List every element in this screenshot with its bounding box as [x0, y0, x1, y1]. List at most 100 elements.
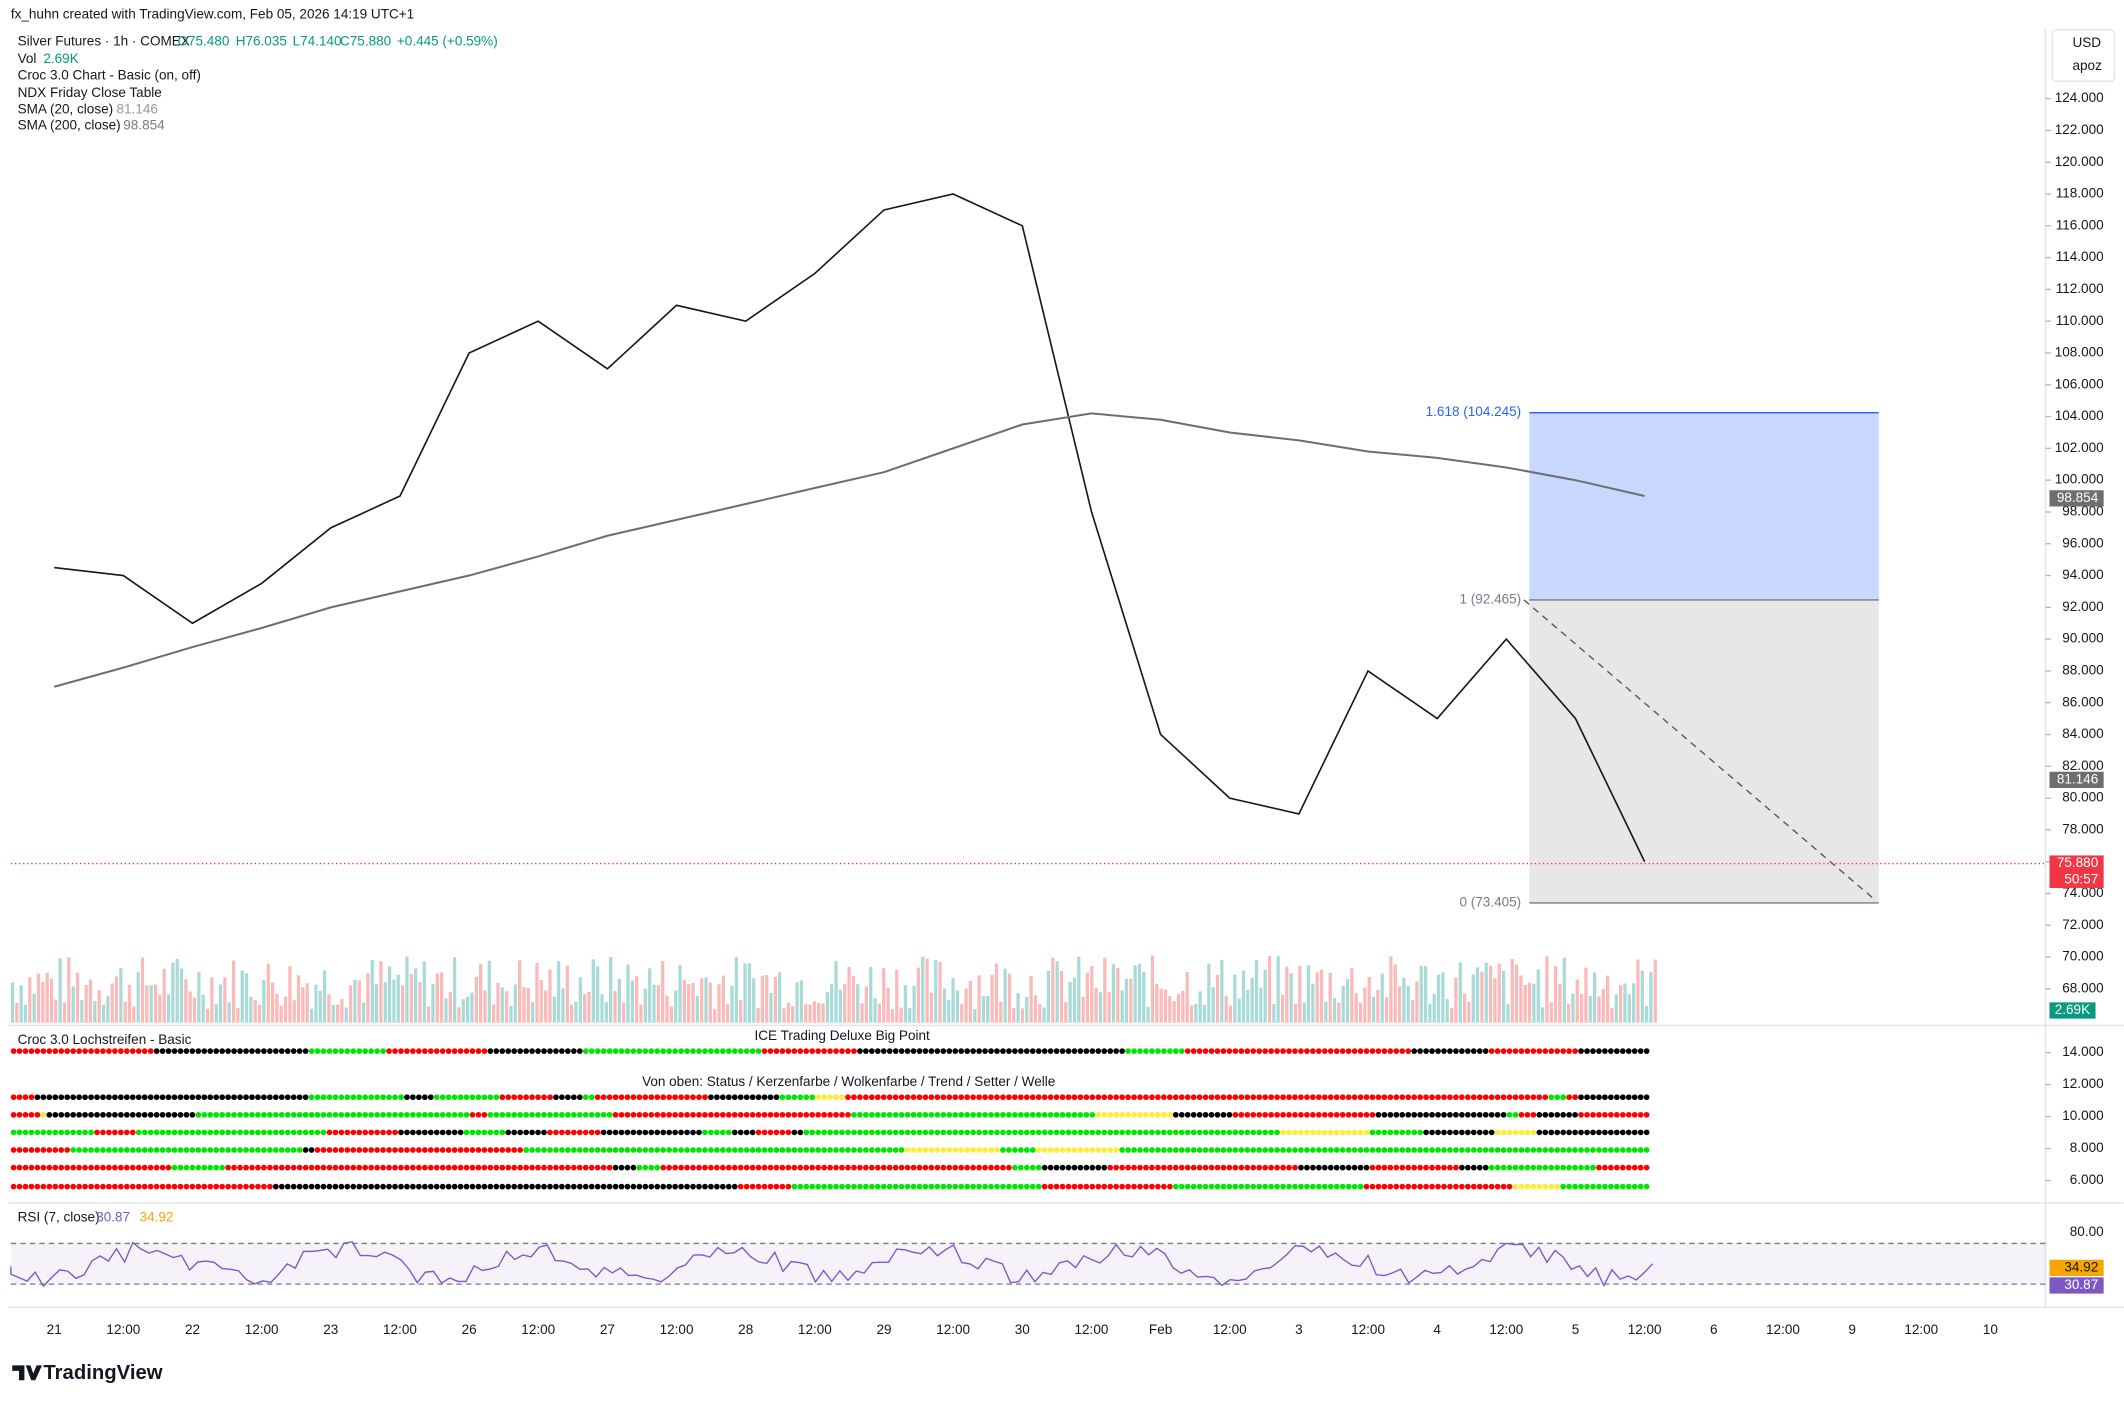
- volume-texture: [570, 1004, 574, 1023]
- state-dot: [1208, 1094, 1215, 1101]
- state-dot: [22, 1111, 29, 1118]
- state-dot: [1393, 1183, 1400, 1190]
- volume-texture: [318, 990, 322, 1023]
- state-dot: [1196, 1164, 1203, 1171]
- state-dot: [1137, 1147, 1143, 1153]
- state-dot: [362, 1164, 369, 1171]
- state-dot: [177, 1111, 184, 1118]
- state-dot: [940, 1129, 947, 1136]
- state-dot: [237, 1094, 243, 1101]
- state-dot: [588, 1183, 595, 1190]
- state-dot: [195, 1111, 202, 1118]
- state-dot: [743, 1048, 750, 1054]
- state-dot: [600, 1147, 607, 1153]
- state-dot: [547, 1111, 553, 1118]
- state-dot: [666, 1048, 673, 1054]
- state-dot: [1321, 1183, 1328, 1190]
- state-dot: [880, 1129, 887, 1136]
- state-dot: [213, 1094, 220, 1101]
- state-dot: [606, 1048, 613, 1054]
- state-dot: [1608, 1048, 1614, 1054]
- state-dot: [1220, 1048, 1227, 1054]
- state-dot: [1482, 1111, 1489, 1118]
- state-dot: [1429, 1164, 1435, 1171]
- volume-texture: [1467, 1001, 1471, 1023]
- state-dot: [672, 1147, 678, 1153]
- state-dot: [1321, 1129, 1328, 1136]
- state-dot: [779, 1094, 786, 1101]
- state-dot: [314, 1164, 321, 1171]
- state-dot: [278, 1094, 285, 1101]
- state-dot: [636, 1111, 643, 1118]
- state-dot: [493, 1164, 500, 1171]
- currency-box[interactable]: [2051, 29, 2116, 82]
- state-dot: [82, 1164, 88, 1171]
- state-dot: [147, 1094, 154, 1101]
- state-dot: [499, 1048, 506, 1054]
- state-dot: [570, 1094, 577, 1101]
- state-dot: [368, 1111, 375, 1118]
- state-dot: [970, 1164, 976, 1171]
- state-dot: [439, 1129, 446, 1136]
- state-dot: [344, 1048, 351, 1054]
- state-dot: [1524, 1048, 1531, 1054]
- axis-badge: [2049, 490, 2104, 507]
- state-dot: [1375, 1183, 1382, 1190]
- state-dot: [1250, 1129, 1257, 1136]
- state-dot: [1202, 1164, 1209, 1171]
- state-dot: [1613, 1164, 1620, 1171]
- state-dot: [225, 1111, 231, 1118]
- state-dot: [1089, 1147, 1096, 1153]
- state-dot: [261, 1164, 267, 1171]
- state-dot: [839, 1048, 845, 1054]
- state-dot: [272, 1111, 279, 1118]
- state-dot: [785, 1164, 792, 1171]
- state-dot: [642, 1147, 649, 1153]
- state-dot: [1548, 1147, 1555, 1153]
- state-dot: [779, 1111, 786, 1118]
- state-dot: [469, 1094, 476, 1101]
- volume-texture: [1324, 1001, 1328, 1023]
- state-dot: [1345, 1183, 1352, 1190]
- state-dot: [916, 1094, 923, 1101]
- state-dot: [76, 1111, 82, 1118]
- state-dot: [1047, 1147, 1054, 1153]
- state-dot: [1125, 1094, 1131, 1101]
- state-dot: [314, 1048, 321, 1054]
- volume-texture: [162, 968, 166, 1023]
- volume-texture: [882, 968, 886, 1023]
- volume-texture: [1033, 995, 1038, 1023]
- volume-texture: [470, 992, 474, 1023]
- state-dot: [1417, 1129, 1423, 1136]
- state-dot: [1399, 1048, 1406, 1054]
- state-dot: [332, 1129, 339, 1136]
- state-dot: [1143, 1147, 1149, 1153]
- state-dot: [1029, 1147, 1036, 1153]
- state-dot: [34, 1094, 41, 1101]
- state-dot: [1065, 1129, 1072, 1136]
- state-dot: [1363, 1147, 1370, 1153]
- scale-mode[interactable]: apoz: [2073, 58, 2103, 73]
- state-dot: [660, 1111, 667, 1118]
- state-dot: [243, 1048, 249, 1054]
- x-tick-label: 30: [1015, 1322, 1030, 1337]
- state-dot: [743, 1111, 750, 1118]
- state-dot: [863, 1048, 869, 1054]
- state-dot: [1536, 1147, 1543, 1153]
- state-dot: [928, 1048, 935, 1054]
- volume-texture: [1319, 969, 1324, 1023]
- state-dot: [106, 1048, 112, 1054]
- state-dot: [40, 1129, 47, 1136]
- state-dot: [1083, 1048, 1090, 1054]
- state-dot: [1029, 1094, 1036, 1101]
- volume-texture: [548, 969, 552, 1023]
- state-dot: [1131, 1111, 1137, 1118]
- currency[interactable]: USD: [2073, 35, 2102, 50]
- state-dot: [189, 1048, 196, 1054]
- state-dot: [64, 1147, 71, 1153]
- volume-texture: [179, 968, 184, 1023]
- volume-texture: [1025, 996, 1029, 1023]
- state-dot: [392, 1183, 398, 1190]
- state-dot: [1149, 1129, 1155, 1136]
- state-dot: [851, 1048, 857, 1054]
